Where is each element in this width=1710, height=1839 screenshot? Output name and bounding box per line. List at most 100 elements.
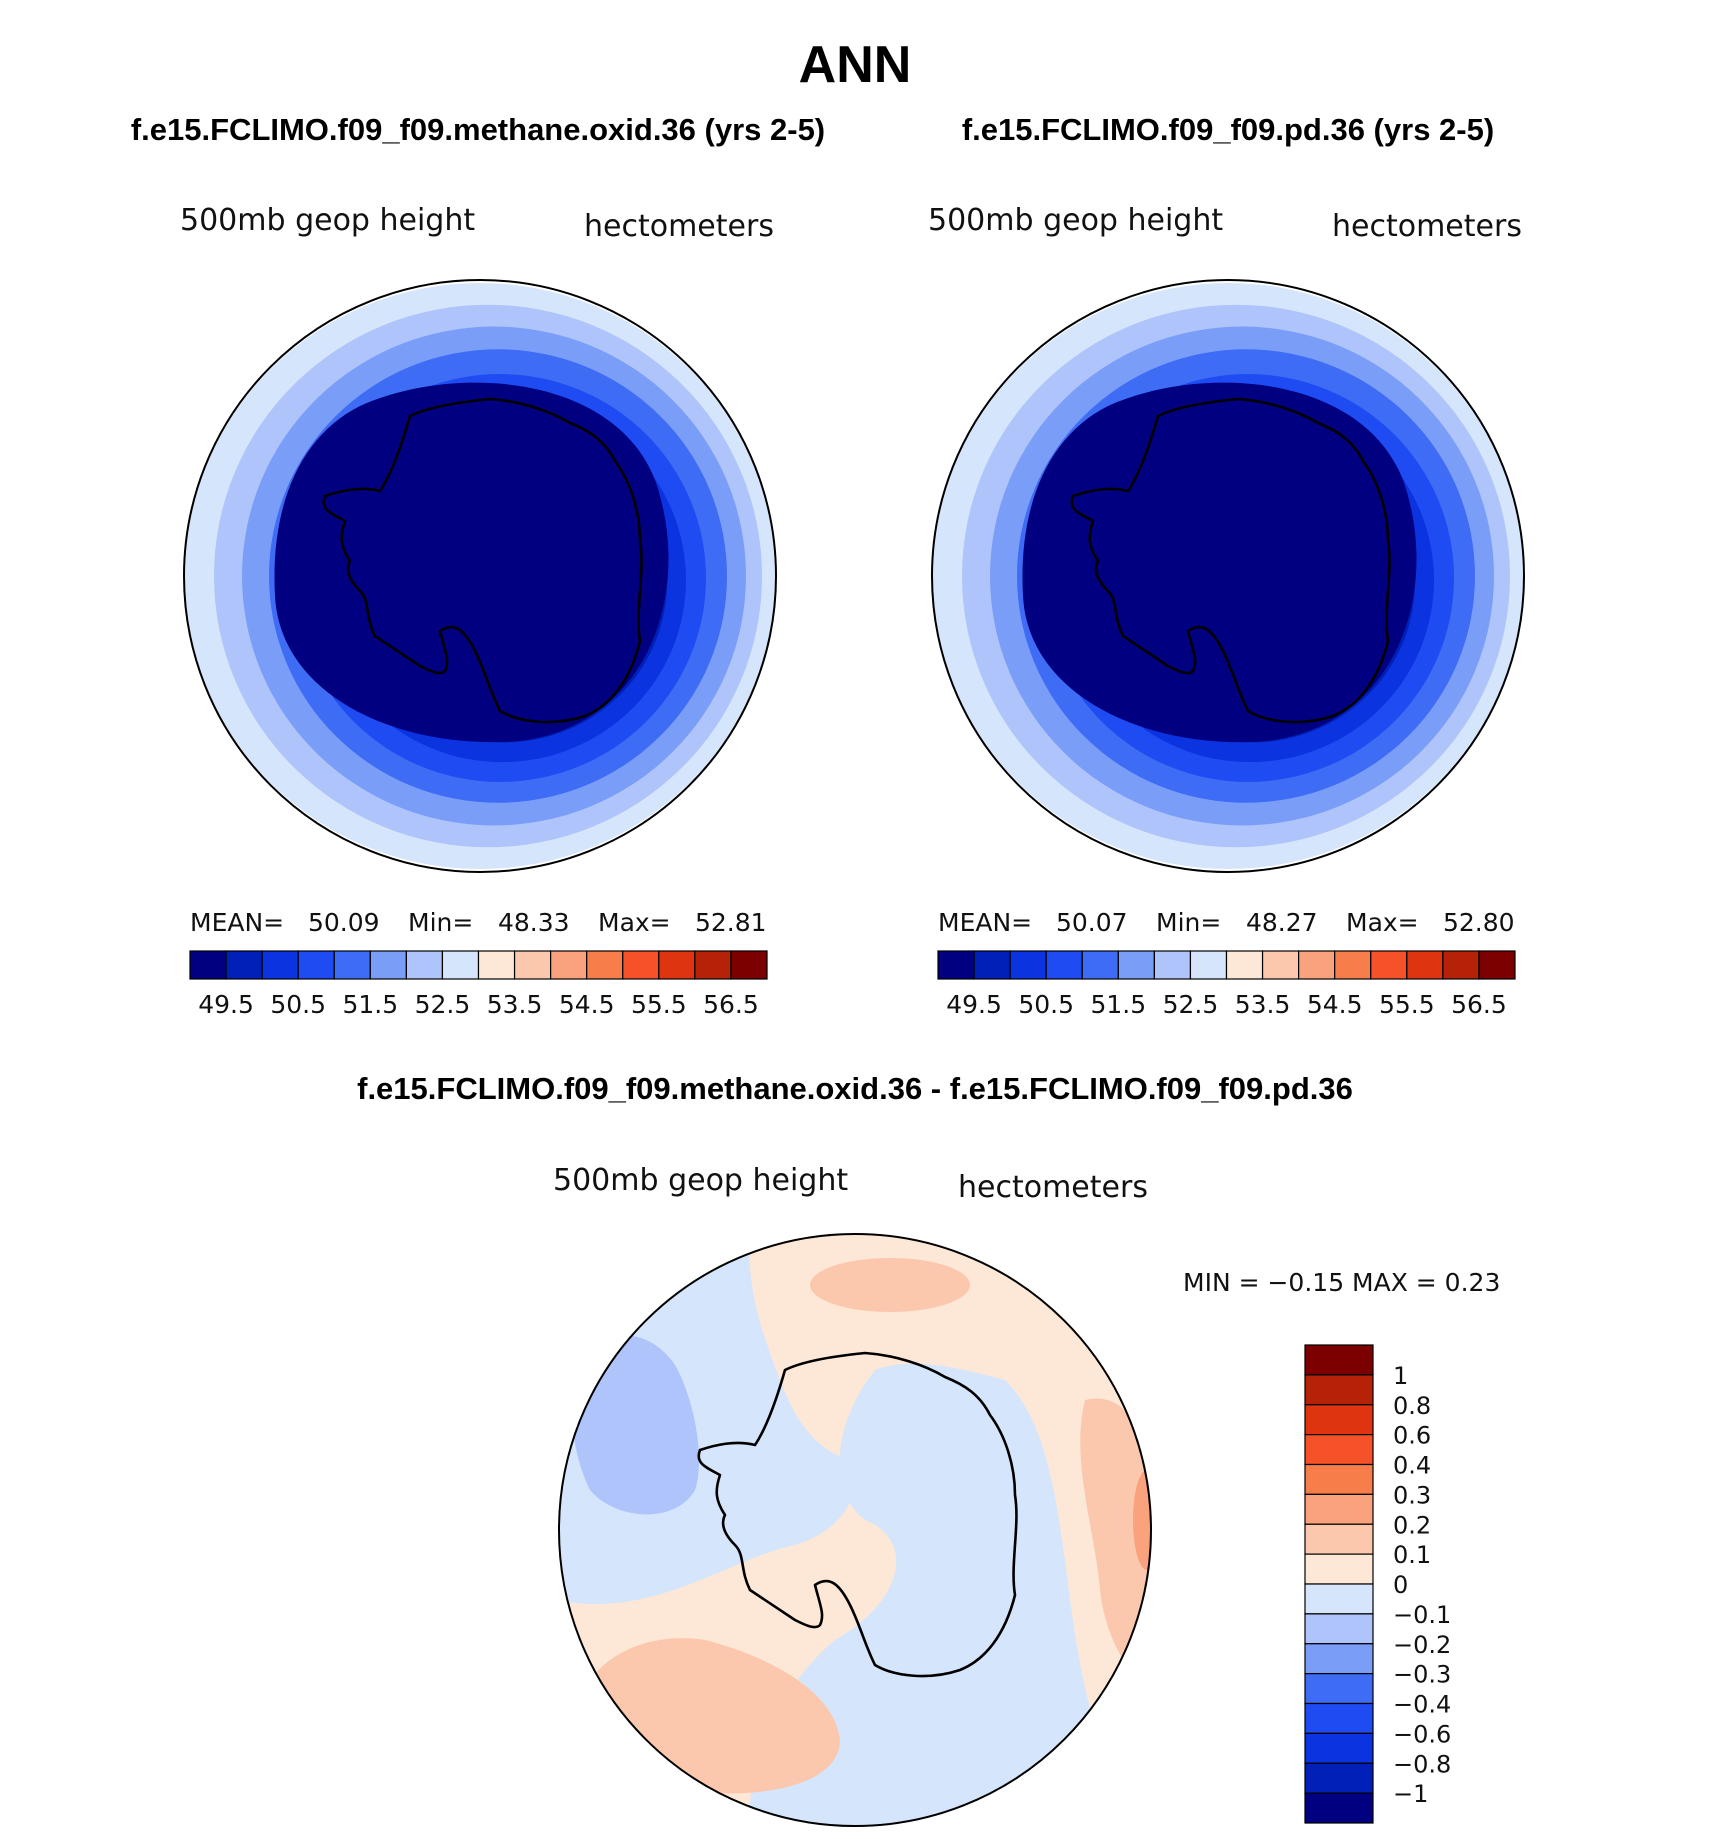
units-label: hectometers xyxy=(1332,209,1522,244)
colorbar-swatch xyxy=(261,950,299,980)
colorbar-swatch xyxy=(1304,1434,1374,1466)
units-label: hectometers xyxy=(584,209,774,244)
colorbar-swatch xyxy=(1370,950,1408,980)
colorbar-tick: 51.5 xyxy=(1090,990,1146,1019)
difference-colorbar: 10.80.60.40.30.20.10−0.1−0.2−0.3−0.4−0.6… xyxy=(1304,1344,1451,1824)
mean-value: 50.09 xyxy=(308,908,380,937)
colorbar-swatch xyxy=(1304,1792,1374,1824)
colorbar-tick: 50.5 xyxy=(1018,990,1074,1019)
colorbar-tick: −0.1 xyxy=(1393,1601,1451,1629)
max-value: 52.80 xyxy=(1443,908,1515,937)
colorbar-tick: 1 xyxy=(1393,1362,1408,1390)
colorbar-swatch xyxy=(1304,1374,1374,1406)
colorbar-swatch xyxy=(1009,950,1047,980)
colorbar-swatch xyxy=(694,950,732,980)
colorbar-swatch xyxy=(550,950,588,980)
units-label: hectometers xyxy=(958,1170,1148,1205)
colorbar-swatch xyxy=(225,950,263,980)
colorbar-tick: 0.4 xyxy=(1393,1452,1431,1480)
variable-label: 500mb geop height xyxy=(928,203,1223,238)
colorbar-swatch xyxy=(1406,950,1444,980)
colorbar-tick: 53.5 xyxy=(1235,990,1291,1019)
colorbar-swatch xyxy=(333,950,371,980)
colorbar-tick: 0.6 xyxy=(1393,1422,1431,1450)
colorbar-swatch xyxy=(1478,950,1516,980)
colorbar-swatch xyxy=(513,950,552,980)
colorbar-swatch xyxy=(973,950,1011,980)
difference-title: f.e15.FCLIMO.f09_f09.methane.oxid.36 - f… xyxy=(357,1071,1353,1106)
map-border xyxy=(931,279,1525,873)
colorbar-swatch xyxy=(1304,1673,1374,1705)
colorbar-tick: −0.4 xyxy=(1393,1691,1451,1719)
colorbar-tick: 0.8 xyxy=(1393,1392,1431,1420)
map-border xyxy=(558,1233,1152,1827)
colorbar-tick: 51.5 xyxy=(342,990,398,1019)
colorbar-tick: −0.3 xyxy=(1393,1661,1451,1689)
colorbar-swatch xyxy=(1304,1732,1374,1764)
colorbar-swatch xyxy=(1304,1762,1374,1794)
max-label: Max= xyxy=(1346,908,1419,937)
colorbar-swatch xyxy=(1304,1404,1374,1436)
colorbar-swatch xyxy=(369,950,407,980)
colorbar: 49.5 50.5 51.5 52.5 53.5 54.5 55.5 56.5 xyxy=(937,950,1516,1019)
contour-band xyxy=(572,1335,699,1515)
colorbar-swatch xyxy=(297,950,335,980)
colorbar-swatch xyxy=(622,950,660,980)
max-value: 52.81 xyxy=(695,908,767,937)
panel-title: f.e15.FCLIMO.f09_f09.pd.36 (yrs 2-5) xyxy=(962,112,1494,147)
contour-band xyxy=(749,1363,1135,1826)
contour-band xyxy=(274,382,669,743)
colorbar-tick: 54.5 xyxy=(559,990,615,1019)
colorbar-tick: 50.5 xyxy=(270,990,326,1019)
min-label: Min= xyxy=(1156,908,1221,937)
colorbar-tick: 0 xyxy=(1393,1571,1408,1599)
polar-map xyxy=(932,282,1524,870)
panel-title: f.e15.FCLIMO.f09_f09.methane.oxid.36 (yr… xyxy=(131,112,825,147)
colorbar-swatch xyxy=(441,950,480,980)
mean-label: MEAN= xyxy=(190,908,284,937)
contour-band xyxy=(1022,382,1417,743)
colorbar-swatch xyxy=(1304,1463,1374,1495)
colorbar-tick: 56.5 xyxy=(1451,990,1507,1019)
colorbar-swatch xyxy=(1225,950,1264,980)
colorbar-swatch xyxy=(1298,950,1336,980)
difference-panel: f.e15.FCLIMO.f09_f09.methane.oxid.36 - f… xyxy=(357,1071,1500,1827)
colorbar-swatch xyxy=(405,950,444,980)
colorbar-tick: 0.3 xyxy=(1393,1481,1431,1509)
colorbar-swatch xyxy=(658,950,696,980)
colorbar-tick: 55.5 xyxy=(1379,990,1435,1019)
colorbar-tick: 0.2 xyxy=(1393,1511,1431,1539)
colorbar-tick: 52.5 xyxy=(415,990,471,1019)
colorbar-swatch xyxy=(1304,1583,1374,1615)
figure-title: ANN xyxy=(799,36,912,94)
min-label: Min= xyxy=(408,908,473,937)
min-value: 48.33 xyxy=(498,908,570,937)
colorbar-swatch xyxy=(1081,950,1119,980)
colorbar-swatch xyxy=(1442,950,1480,980)
colorbar-swatch xyxy=(477,950,516,980)
colorbar-tick: 0.1 xyxy=(1393,1541,1431,1569)
colorbar-swatch xyxy=(1304,1344,1374,1376)
colorbar-swatch xyxy=(586,950,624,980)
panel-2: f.e15.FCLIMO.f09_f09.pd.36 (yrs 2-5) 500m… xyxy=(928,112,1525,1019)
colorbar-swatch xyxy=(189,950,227,980)
colorbar-tick: 49.5 xyxy=(198,990,254,1019)
colorbar-swatch xyxy=(1153,950,1192,980)
colorbar-swatch xyxy=(1304,1523,1374,1555)
colorbar-swatch xyxy=(1304,1702,1374,1734)
colorbar-swatch xyxy=(937,950,975,980)
contour-band xyxy=(1080,1398,1151,1682)
colorbar-tick: −0.8 xyxy=(1393,1750,1451,1778)
colorbar-swatch xyxy=(1334,950,1372,980)
colorbar-swatch xyxy=(1304,1643,1374,1675)
colorbar-tick: 52.5 xyxy=(1163,990,1219,1019)
colorbar-swatch xyxy=(1045,950,1083,980)
colorbar-tick: −0.6 xyxy=(1393,1720,1451,1748)
variable-label: 500mb geop height xyxy=(553,1163,848,1198)
colorbar: 49.5 50.5 51.5 52.5 53.5 54.5 55.5 56.5 xyxy=(189,950,768,1019)
contour-band xyxy=(1133,1470,1151,1570)
colorbar-swatch xyxy=(1261,950,1300,980)
colorbar-tick: 56.5 xyxy=(703,990,759,1019)
colorbar-swatch xyxy=(1117,950,1155,980)
polar-map xyxy=(184,282,776,870)
